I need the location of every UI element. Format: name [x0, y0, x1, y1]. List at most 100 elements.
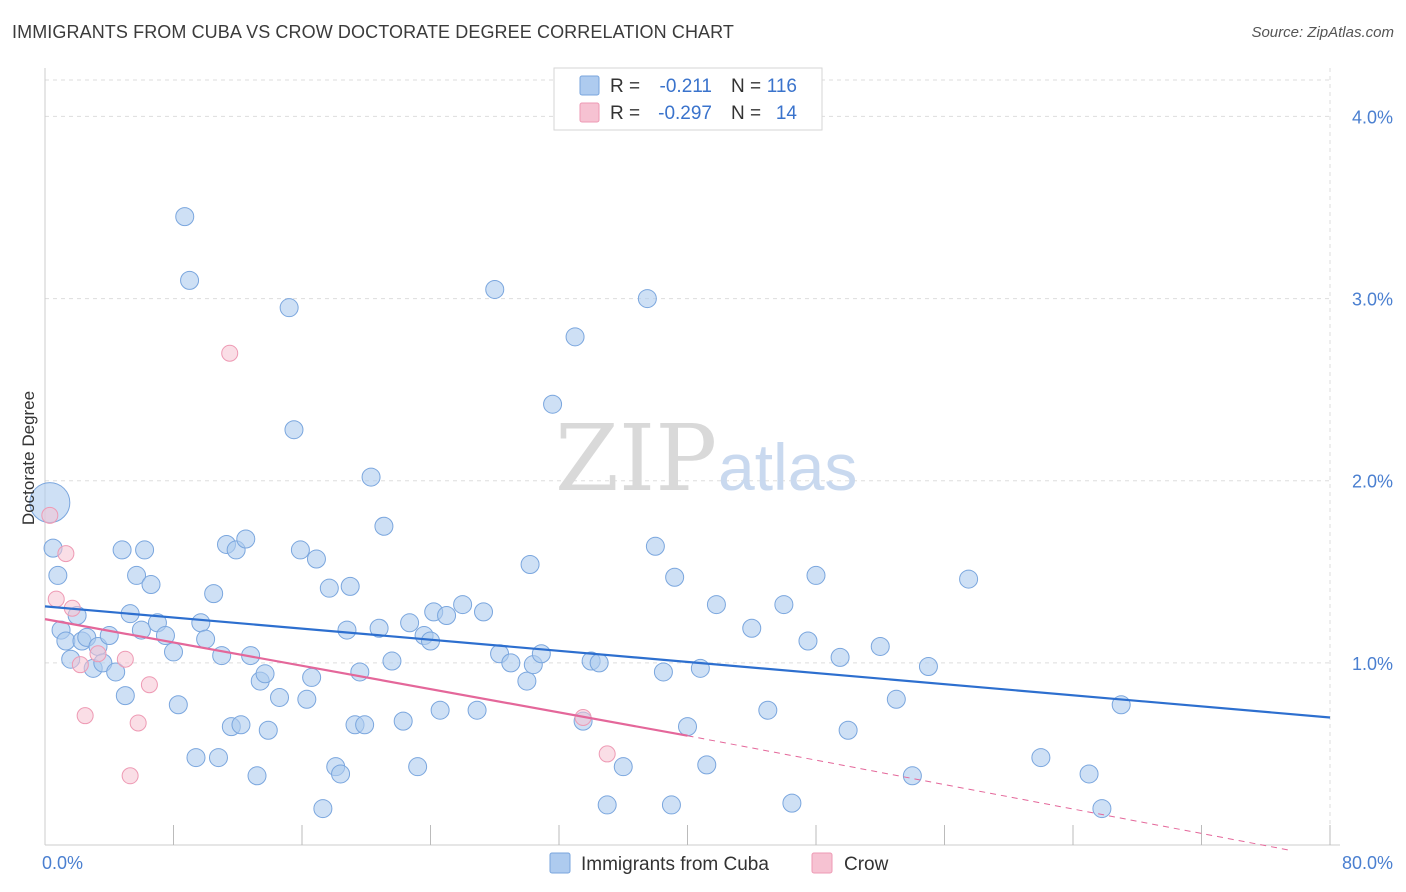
point-cuba: [297, 689, 317, 709]
point-cuba: [313, 799, 333, 819]
point-cuba: [798, 631, 818, 651]
point-crow: [57, 545, 75, 563]
point-cuba: [279, 298, 299, 318]
point-crow: [598, 745, 616, 763]
legend-n-label-cuba: N =: [731, 76, 761, 97]
point-cuba: [400, 613, 420, 633]
chart-title: IMMIGRANTS FROM CUBA VS CROW DOCTORATE D…: [12, 22, 735, 42]
point-crow: [89, 645, 107, 663]
point-cuba: [645, 536, 665, 556]
series-immigrants-from-cuba: [29, 207, 1131, 819]
watermark-zip: ZIP: [555, 405, 717, 512]
point-cuba: [661, 795, 681, 815]
point-cuba: [653, 662, 673, 682]
x-tick-label-min: 0.0%: [42, 853, 83, 873]
point-cuba: [838, 720, 858, 740]
axes: [44, 68, 1340, 846]
point-cuba: [175, 207, 195, 227]
point-cuba: [918, 657, 938, 676]
point-cuba: [48, 565, 68, 585]
point-crow: [129, 714, 147, 732]
point-cuba: [959, 569, 979, 589]
point-cuba: [112, 540, 132, 560]
point-cuba: [284, 420, 304, 440]
point-cuba: [501, 653, 521, 673]
y-tick-label-1: 2.0%: [1352, 472, 1393, 492]
point-cuba: [806, 565, 826, 585]
point-cuba: [437, 606, 457, 625]
point-cuba: [361, 467, 381, 487]
point-cuba: [517, 671, 537, 691]
point-cuba: [319, 578, 339, 598]
point-crow: [47, 590, 65, 608]
legend-r-value-cuba: -0.211: [660, 76, 712, 97]
point-cuba: [131, 620, 151, 640]
point-cuba: [180, 270, 200, 290]
point-crow: [76, 707, 94, 725]
y-tick-label-0: 1.0%: [1352, 654, 1393, 674]
point-cuba: [453, 595, 473, 615]
point-cuba: [168, 695, 188, 715]
point-cuba: [106, 662, 126, 682]
point-cuba: [196, 629, 216, 649]
point-cuba: [485, 279, 505, 299]
legend-n-label-crow: N =: [731, 103, 761, 124]
point-cuba: [191, 613, 211, 633]
point-cuba: [774, 595, 794, 615]
point-cuba: [678, 717, 697, 737]
point-cuba: [258, 720, 278, 740]
point-cuba: [127, 565, 147, 585]
point-cuba: [115, 686, 135, 706]
point-cuba: [204, 584, 224, 604]
legend-swatch-cuba: [579, 75, 600, 96]
series-crow: [41, 344, 616, 785]
point-crow: [221, 344, 239, 362]
y-tick-label-2: 3.0%: [1352, 290, 1393, 310]
point-cuba: [1079, 764, 1099, 784]
x-tick-label-max: 80.0%: [1342, 853, 1393, 873]
bottom-legend-label-crow: Crow: [844, 854, 889, 875]
bottom-legend-label-cuba: Immigrants from Cuba: [581, 854, 769, 875]
y-axis-label: Doctorate Degree: [19, 391, 38, 525]
point-cuba: [141, 575, 161, 595]
point-cuba: [306, 549, 326, 569]
point-cuba: [565, 327, 585, 347]
point-cuba: [589, 653, 609, 673]
point-cuba: [247, 766, 267, 786]
point-crow: [121, 767, 139, 785]
point-cuba: [1092, 799, 1112, 819]
point-cuba: [870, 636, 890, 656]
point-cuba: [474, 602, 494, 622]
point-cuba: [135, 540, 155, 560]
bottom-legend-swatch-crow: [811, 852, 833, 874]
point-cuba: [1031, 748, 1051, 768]
legend-r-value-crow: -0.297: [658, 103, 712, 124]
legend-r-label-crow: R =: [610, 103, 640, 124]
point-cuba: [830, 647, 850, 667]
point-cuba: [382, 651, 402, 671]
point-cuba: [255, 664, 275, 684]
legend-n-value-cuba: 116: [767, 76, 797, 97]
point-cuba: [56, 631, 76, 651]
point-cuba: [902, 766, 922, 786]
point-cuba: [270, 687, 290, 707]
point-cuba: [742, 618, 762, 638]
point-cuba: [331, 764, 351, 784]
point-cuba: [290, 540, 310, 560]
trend-line-crow: [44, 618, 688, 737]
point-cuba: [886, 689, 906, 709]
point-cuba: [665, 567, 685, 587]
bottom-legend-swatch-cuba: [549, 852, 571, 874]
point-cuba: [531, 644, 551, 664]
y-tick-label-3: 4.0%: [1352, 107, 1393, 127]
watermark-atlas: atlas: [718, 430, 857, 504]
point-cuba: [520, 555, 540, 574]
legend-n-value-crow: 14: [776, 103, 798, 124]
point-cuba: [613, 757, 633, 777]
point-cuba: [393, 711, 413, 731]
trend-line-cuba: [44, 605, 1331, 719]
point-crow: [140, 676, 158, 694]
point-cuba: [758, 700, 778, 720]
point-cuba: [186, 748, 206, 768]
